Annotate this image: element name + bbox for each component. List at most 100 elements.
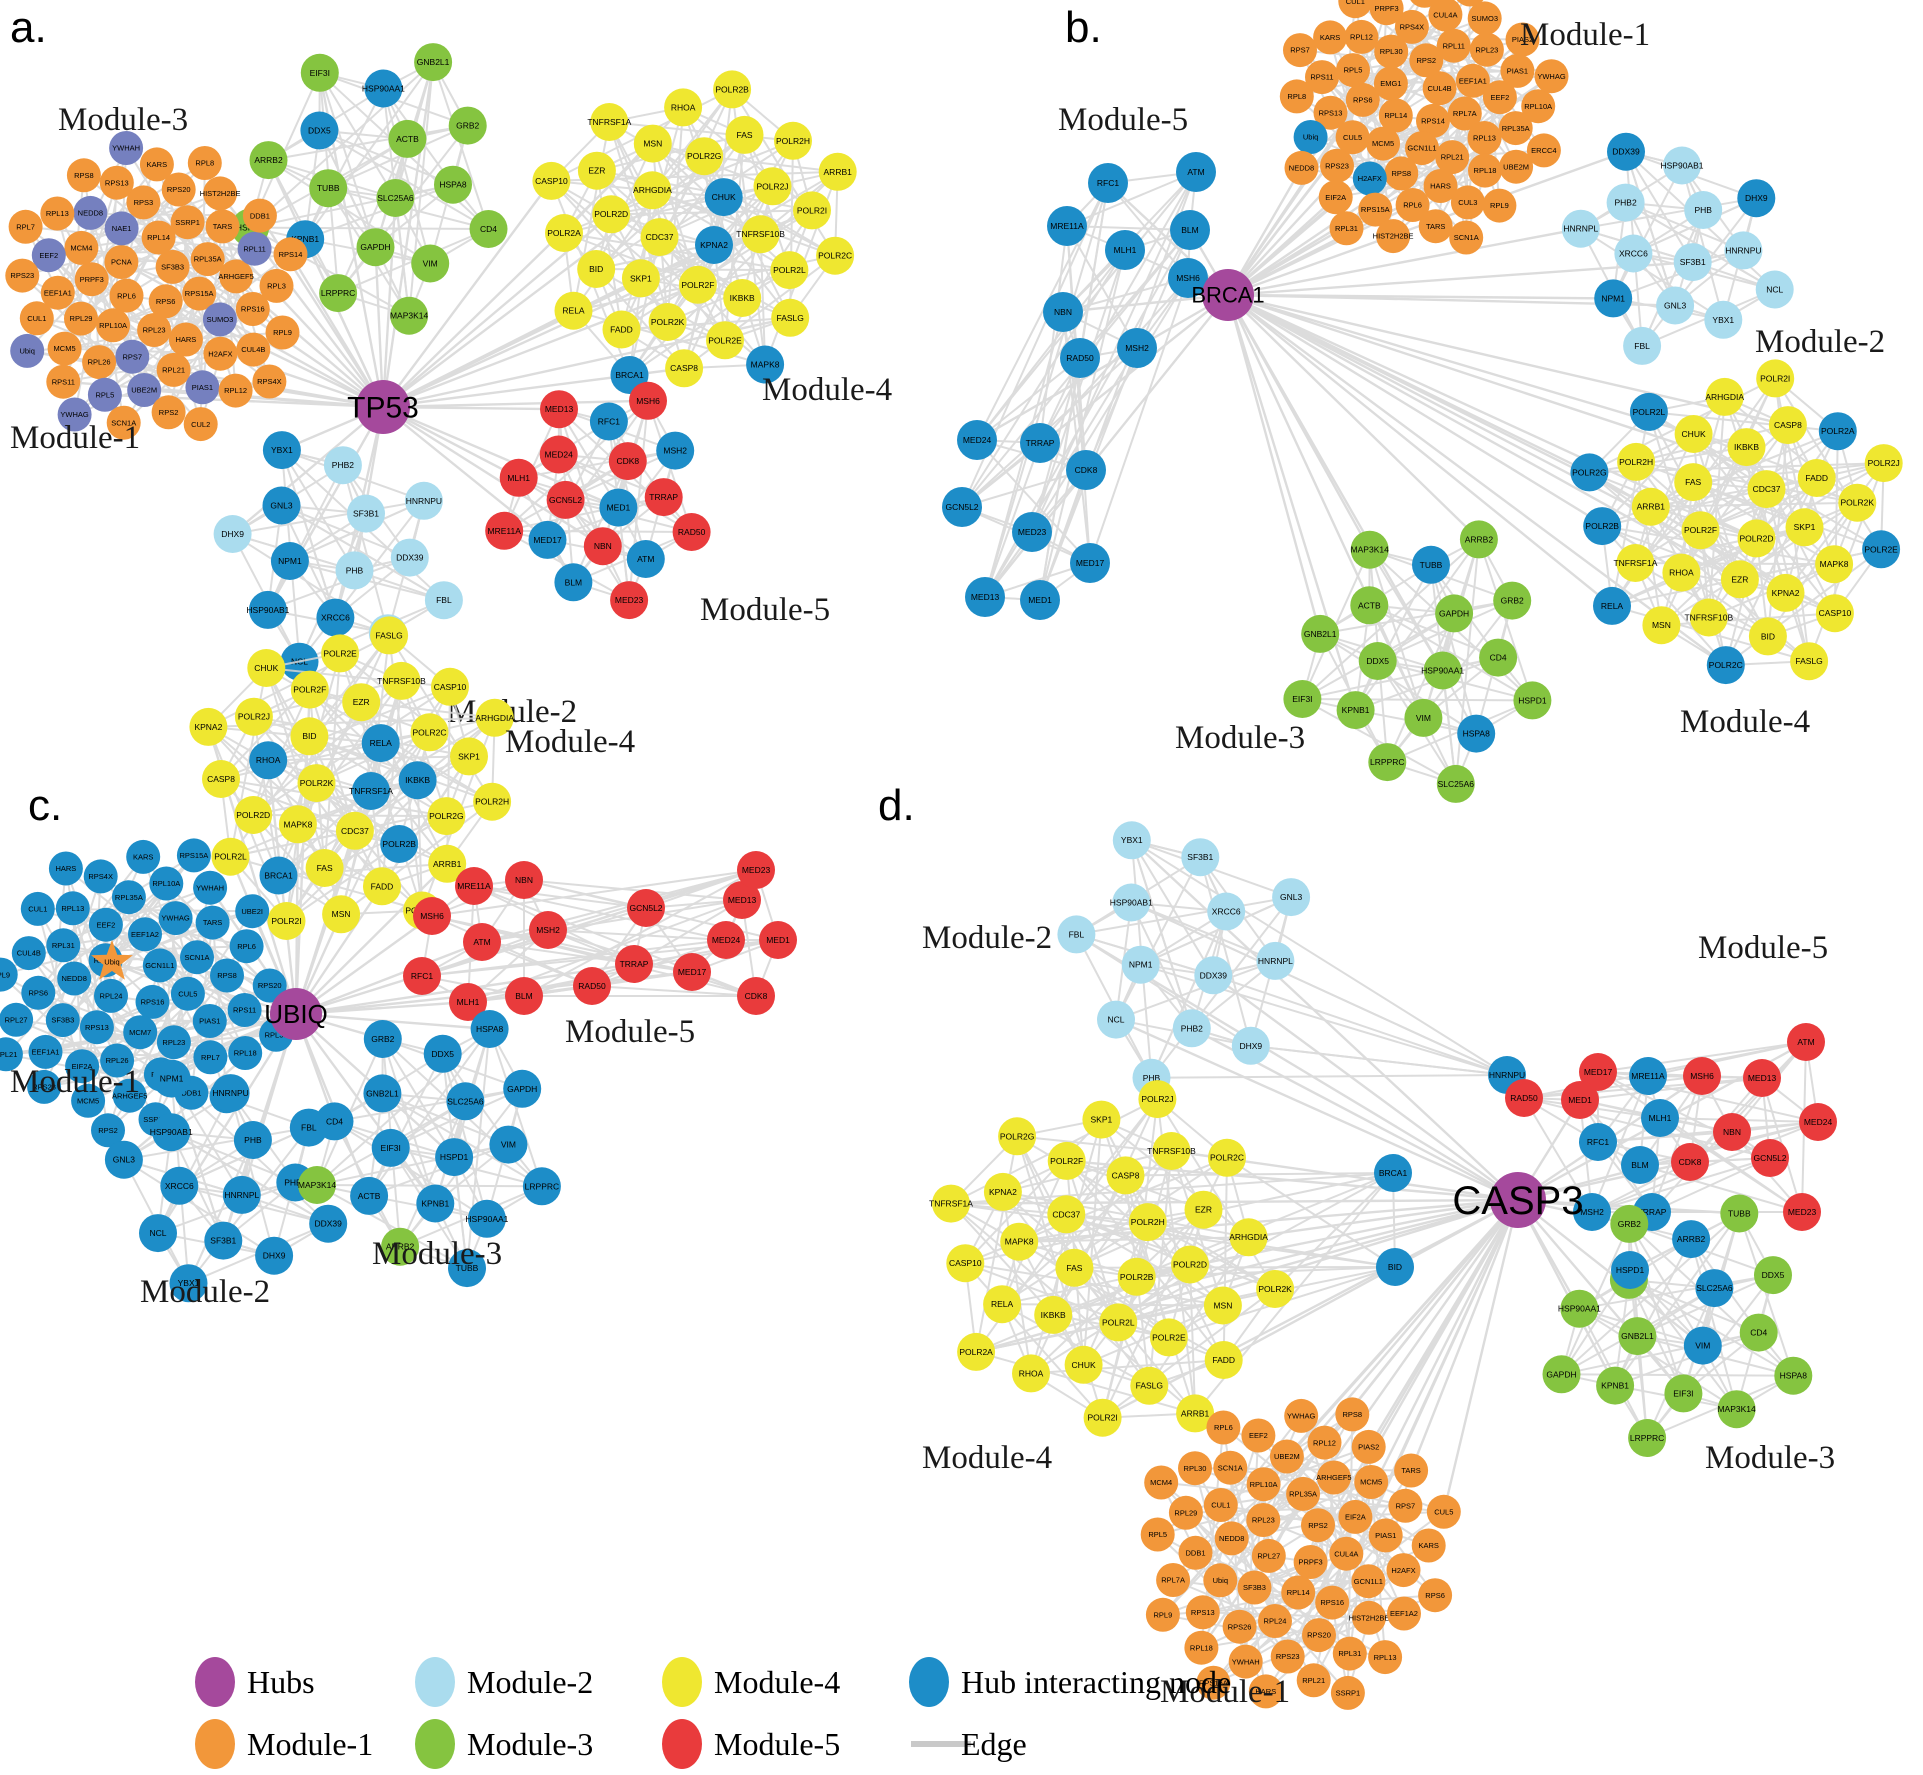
node-med24 — [707, 921, 745, 959]
node-label: BLM — [515, 991, 532, 1001]
node-label: POLR2B — [1120, 1272, 1154, 1282]
node-label: POLR2D — [236, 810, 270, 820]
node-vim — [1404, 698, 1443, 737]
node-polr2c — [1208, 1138, 1246, 1177]
node-label: EEF1A2 — [1390, 1609, 1418, 1618]
node-label: TUBB — [317, 183, 340, 193]
node-label: MAPK8 — [1005, 1237, 1034, 1247]
node-label: FAS — [317, 863, 333, 873]
node-cd4 — [469, 210, 508, 248]
node-eef2 — [88, 907, 123, 942]
node-label: HSP90AB1 — [1661, 161, 1704, 171]
node-label: PRPF3 — [1375, 4, 1399, 13]
node-label: TNFRSF1A — [349, 786, 393, 796]
node-label: EEF2 — [1491, 93, 1510, 102]
node-faslg — [1790, 642, 1829, 681]
node-label: RPL13 — [46, 209, 69, 218]
node-xrcc6 — [1207, 892, 1246, 931]
node-polr2i — [267, 902, 306, 940]
node-cul1 — [19, 301, 54, 336]
node-mcm4 — [64, 230, 99, 265]
node-tars — [1394, 1453, 1429, 1488]
node-label: EEF1A2 — [131, 930, 159, 939]
node-label: TNFRSF10B — [1684, 613, 1733, 623]
node-label: KPNA2 — [1772, 588, 1800, 598]
node-rps15a — [182, 276, 217, 311]
node-label: POLR2C — [1709, 660, 1743, 670]
node-label: CD4 — [1750, 1328, 1767, 1338]
node-label: RPS23 — [10, 271, 34, 280]
node-label: EZR — [1731, 574, 1748, 584]
node-label: RPS11 — [1310, 73, 1333, 82]
node-gcn1l1 — [1351, 1564, 1386, 1599]
node-label: BID — [1388, 1262, 1402, 1272]
node-mcm5 — [47, 331, 82, 366]
node-kars — [126, 839, 161, 874]
node-label: SSRP1 — [175, 218, 200, 227]
node-map3k14 — [1350, 530, 1389, 569]
node-grb2 — [448, 106, 487, 145]
node-label: HSPD1 — [1518, 695, 1547, 705]
node-label: RPL14 — [1384, 111, 1407, 120]
node-rpl7a — [1447, 96, 1482, 131]
node-cdk8 — [608, 442, 647, 481]
node-emg1 — [1373, 66, 1408, 101]
node-polr2g — [685, 137, 724, 176]
node-label: YWHAH — [112, 144, 140, 153]
node-label: POLR2I — [1087, 1413, 1117, 1423]
node-rela — [1593, 586, 1631, 625]
node-label: RPS15A — [1199, 1678, 1228, 1687]
node-label: SF3B1 — [1680, 257, 1706, 267]
node-rps7 — [1283, 33, 1317, 68]
node-label: MED17 — [533, 535, 562, 545]
node-blm — [554, 563, 593, 602]
node-label: CDC37 — [341, 826, 369, 836]
node-label: RPL35A — [1289, 1490, 1317, 1499]
node-gnb2l1 — [1301, 614, 1340, 653]
node-polr2h — [473, 782, 512, 821]
node-msh2 — [1117, 328, 1157, 368]
node-arrb2 — [1459, 520, 1498, 559]
node-mcm4 — [1144, 1465, 1179, 1500]
node-label: RPL29 — [70, 314, 93, 323]
node-cul4b — [1422, 71, 1457, 106]
cluster-module-2: DDX39 NPM1 XRCC6 PHB2 HSP90AB1 HNRNPL NCL SF3B1… — [1057, 821, 1526, 1097]
node-rps2 — [91, 1113, 125, 1148]
node-trrap — [644, 478, 683, 517]
node-ybx1 — [262, 431, 301, 470]
node-ezr — [1184, 1190, 1223, 1229]
node-label: BID — [1761, 631, 1775, 641]
node-label: RPS3 — [134, 198, 154, 207]
node-label: SLC25A6 — [447, 1096, 484, 1106]
node-label: RPS6 — [156, 297, 176, 306]
module-label: Module-3 — [1175, 720, 1305, 756]
node-ddx5 — [300, 111, 339, 150]
node-hnrnpu — [211, 1074, 250, 1113]
node-ncl — [1097, 1000, 1135, 1039]
node-label: GRB2 — [371, 1034, 394, 1044]
node-polr2d — [1171, 1245, 1209, 1284]
legend-label: Module-3 — [467, 1726, 593, 1762]
node-fbl — [1623, 326, 1662, 365]
node-label: ARRB2 — [254, 155, 283, 165]
node-label: RPL9 — [1154, 1610, 1173, 1619]
node-label: MSH2 — [1125, 343, 1149, 353]
module-label: Module-5 — [565, 1014, 695, 1050]
node-rpl9 — [1145, 1597, 1180, 1632]
node-arrb1 — [818, 152, 857, 191]
node-label: IKBKB — [1041, 1310, 1066, 1320]
node-label: VIM — [501, 1140, 516, 1150]
node-label: KARS — [147, 160, 167, 169]
node-med23 — [610, 581, 649, 620]
hub-tp53 — [356, 380, 410, 434]
node-scn1a — [106, 405, 141, 440]
node-tnfrsf10b — [741, 215, 780, 254]
panel-c: TNFRSF1A POLR2K RELA CDC37 BID IKBKB MAPK8 EZR P… — [0, 616, 797, 1310]
node-rpl21 — [1296, 1663, 1331, 1698]
node-label: FASLG — [1136, 1381, 1163, 1391]
node-gcn5l2 — [627, 889, 665, 927]
node-rad50 — [1060, 338, 1100, 378]
node-label: TUBB — [1728, 1209, 1751, 1219]
node-label: RPS16 — [241, 305, 265, 314]
node-label: HSPA8 — [1780, 1371, 1808, 1381]
